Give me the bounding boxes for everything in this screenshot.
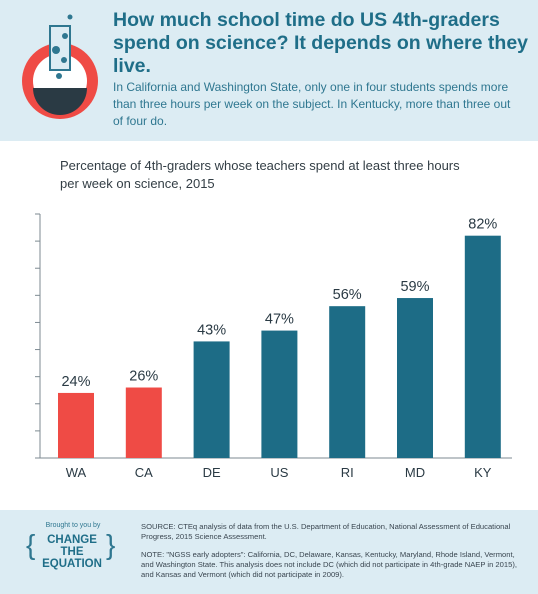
left-brace-icon: {: [26, 529, 36, 560]
bar-wa: [58, 392, 94, 458]
data-label-de: 43%: [197, 322, 226, 338]
bar-de: [193, 341, 230, 458]
source-note: SOURCE: CTEq analysis of data from the U…: [141, 522, 511, 541]
bar-ri: [329, 306, 366, 458]
data-label-md: 59%: [400, 279, 429, 295]
footer: Brought to you by { CHANGE THE EQUATION …: [0, 510, 538, 594]
footnote: NOTE: "NGSS early adopters": California,…: [141, 550, 517, 579]
data-label-ca: 26%: [129, 369, 158, 385]
x-tick-label-wa: WA: [66, 465, 87, 480]
x-tick-label-ca: CA: [135, 465, 153, 480]
brand-line-1: CHANGE THE: [47, 534, 97, 558]
page-title: How much school time do US 4th-graders s…: [113, 9, 529, 77]
brand-line-2: EQUATION: [42, 558, 102, 570]
data-label-us: 47%: [265, 312, 294, 328]
x-tick-label-md: MD: [405, 465, 425, 480]
data-label-ri: 56%: [333, 287, 362, 303]
x-tick-label-de: DE: [203, 465, 221, 480]
chart-panel: Percentage of 4th-graders whose teachers…: [0, 141, 538, 510]
right-brace-icon: }: [106, 529, 116, 560]
data-label-wa: 24%: [61, 374, 90, 390]
x-tick-label-us: US: [270, 465, 288, 480]
bar-us: [261, 330, 298, 458]
flask-icon: [22, 14, 98, 119]
brand-logo: Brought to you by { CHANGE THE EQUATION …: [26, 522, 118, 582]
bar-ky: [464, 235, 501, 458]
header: How much school time do US 4th-graders s…: [0, 0, 538, 132]
brought-by-label: Brought to you by: [45, 522, 101, 529]
chart-title: Percentage of 4th-graders whose teachers…: [60, 158, 460, 191]
x-tick-label-ri: RI: [341, 465, 354, 480]
x-tick-label-ky: KY: [474, 465, 492, 480]
data-label-ky: 82%: [468, 217, 497, 233]
bar-ca: [125, 387, 162, 458]
bar-chart: 24% WA 26% CA 43% DE 47% US 56% RI 59% MD 82% KY: [35, 213, 512, 480]
bar-md: [397, 298, 433, 458]
brand-name: CHANGE THE EQUATION: [36, 534, 108, 570]
page-subtitle: In California and Washington State, only…: [113, 80, 511, 128]
